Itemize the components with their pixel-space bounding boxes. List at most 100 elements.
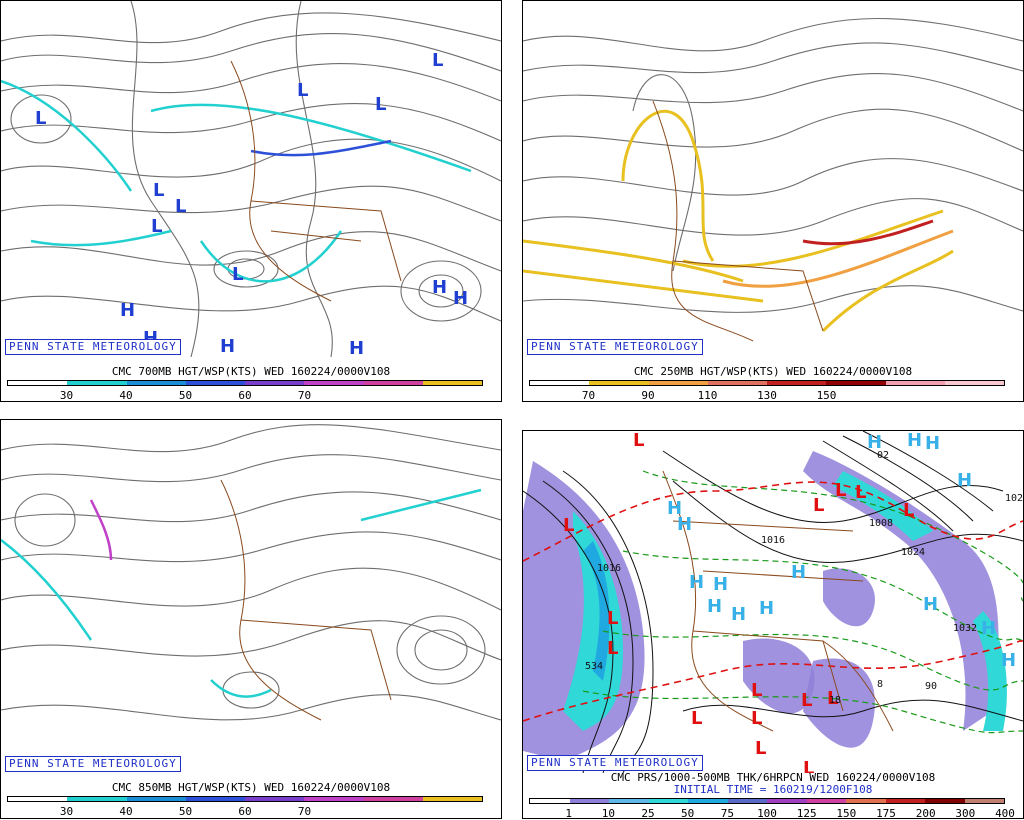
low-pressure-marker: L [751,680,763,701]
contour-value-label: 1016 [761,535,786,546]
low-pressure-marker: L [297,80,309,101]
scale-tick-label: 175 [876,807,896,820]
scale-tick-label: 100 [757,807,777,820]
map-caption: CMC 850MB HGT/WSP(KTS) WED 160224/0000V1… [111,781,391,794]
scale-tick-label: 70 [581,389,596,402]
low-pressure-marker: L [232,264,244,285]
high-pressure-marker: H [667,498,683,519]
scale-swatch [846,799,886,803]
streamline-map-250 [523,18,1023,342]
scale-swatch [8,797,68,801]
scale-tick-label: 25 [641,807,655,820]
low-pressure-marker: L [827,688,839,709]
low-pressure-marker: L [755,738,767,759]
political-borders [230,60,402,302]
scale-swatch [422,381,482,385]
contour-value-label: 1032 [953,623,978,634]
scale-swatch [806,799,846,803]
low-pressure-marker: L [432,50,444,71]
credit-label: PENN STATE METEOROLOGY [527,755,703,771]
high-pressure-marker: H [1001,650,1017,671]
jet-shading [523,109,954,333]
wind-speed-shading [1,79,472,283]
scale-swatch [767,381,827,385]
scale-tick-label: 125 [796,807,817,820]
scale-swatch [67,797,127,801]
scale-swatch [826,381,886,385]
color-scale-bar [7,796,483,802]
scale-swatch [304,381,364,385]
scale-swatch [648,799,688,803]
scale-tick-label: 10 [601,807,615,820]
scale-tick-label: 50 [178,389,193,402]
high-pressure-marker: H [689,572,705,593]
streamline-map-850 [1,424,501,721]
color-scale-bar [7,380,483,386]
map-caption: CMC 250MB HGT/WSP(KTS) WED 160224/0000V1… [633,365,913,378]
political-borders [662,470,894,732]
high-pressure-marker: H [453,288,469,309]
contour-value-label: 534 [585,661,604,672]
low-pressure-marker: L [751,708,763,729]
scale-swatch [363,381,423,385]
contour-value-label: 102 [1005,493,1023,504]
low-pressure-marker: L [151,216,163,237]
scale-tick-label: 40 [119,389,133,402]
scale-tick-label: 30 [59,389,74,402]
contour-value-label: 18 [829,695,842,706]
map-caption: CMC 700MB HGT/WSP(KTS) WED 160224/0000V1… [111,365,391,378]
high-pressure-marker: H [957,470,973,491]
low-pressure-marker: L [35,108,47,129]
high-pressure-marker: H [867,432,883,453]
scale-swatch [648,381,708,385]
contour-value-label: 02 [877,450,890,461]
low-pressure-marker: L [563,515,575,536]
credit-label: PENN STATE METEOROLOGY [5,339,181,355]
credit-label: PENN STATE METEOROLOGY [527,339,703,355]
high-pressure-marker: H [791,562,807,583]
high-pressure-marker: H [981,618,997,639]
low-pressure-marker: L [633,431,645,451]
scale-tick-label: 200 [915,807,936,820]
low-pressure-marker: L [813,495,825,516]
initial-time-caption: INITIAL TIME = 160219/1200F108 [673,783,873,796]
540-thickness-line [523,481,1023,722]
scale-swatch [530,381,590,385]
high-pressure-marker: H [220,336,236,357]
scale-swatch [885,381,945,385]
scale-tick-label: 150 [836,807,857,820]
panel-prs-thk: L L L L L L L L L L L L L L L H H H H H H H H H H H H H H H 1016 1008 10… [522,430,1024,820]
scale-tick-label: 90 [641,389,655,402]
low-pressure-marker: L [175,196,187,217]
streamline-map-700 [1,1,501,357]
scale-swatch [245,381,305,385]
color-scale-ticks: 70 90 110 130 150 [529,389,1005,402]
low-pressure-marker: L [903,500,915,521]
map-caption: CMC PRS/1000-500MB THK/6HRPCN WED 160224… [610,771,936,784]
scale-tick-label: 1 [565,807,572,820]
high-pressure-marker: H [731,604,747,625]
low-pressure-marker: L [607,638,619,659]
scale-swatch [727,799,767,803]
color-scale-bar [529,798,1005,804]
scale-swatch [609,799,649,803]
scale-swatch [185,797,245,801]
scale-tick-label: 130 [757,389,777,402]
scale-swatch [589,381,649,385]
scale-tick-label: 400 [995,807,1015,820]
scale-swatch [925,799,965,803]
scale-swatch [422,797,482,801]
contour-value-label: 1016 [597,563,622,574]
panel-250mb: L PENN STATE METEOROLOGY CMC 250MB HGT/W… [522,0,1024,402]
scale-swatch [245,797,305,801]
scale-swatch [530,799,570,803]
color-scale-ticks: 30 40 50 60 70 [7,805,483,818]
high-pressure-marker: H [759,598,775,619]
streamlines [1,424,501,721]
color-scale-ticks: 1 10 25 50 75 100 125 150 175 200 300 400 [529,807,1015,820]
high-pressure-marker: H [349,338,365,357]
